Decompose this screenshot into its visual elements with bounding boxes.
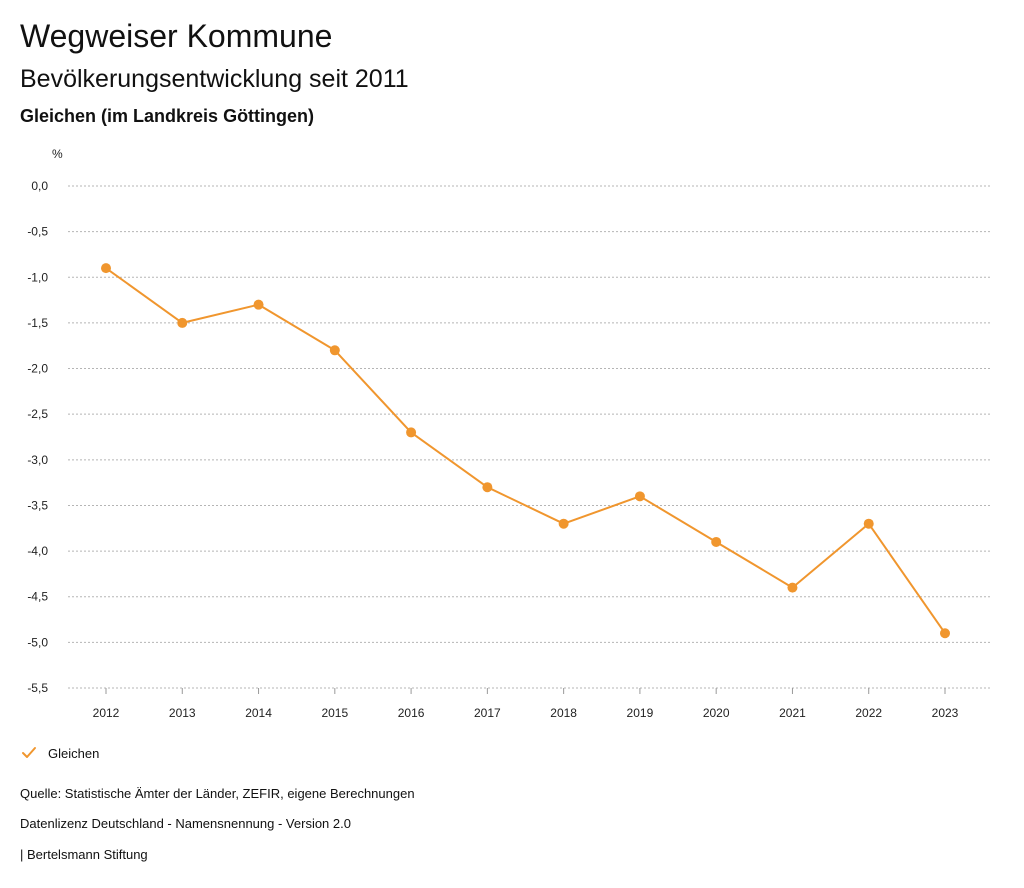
data-point[interactable] bbox=[101, 263, 111, 274]
x-tick-label: 2021 bbox=[779, 706, 806, 720]
y-tick-label: -0,5 bbox=[27, 225, 48, 239]
x-tick-label: 2012 bbox=[93, 706, 120, 720]
line-chart: % 0,0 -0,5 -1,0 -1,5 -2,0 -2,5 -3,0 -3,5 -4,0 -4,5… bbox=[27, 147, 990, 720]
x-tick-label: 2016 bbox=[398, 706, 425, 720]
legend-item-gleichen[interactable]: Gleichen bbox=[20, 744, 99, 762]
x-tick-label: 2014 bbox=[245, 706, 272, 720]
data-point[interactable] bbox=[787, 582, 798, 593]
x-tick-label: 2023 bbox=[932, 706, 959, 720]
x-tick-label: 2015 bbox=[321, 706, 348, 720]
chart-subtitle: Bevölkerungsentwicklung seit 2011 bbox=[20, 65, 409, 93]
data-point[interactable] bbox=[406, 427, 417, 438]
data-point[interactable] bbox=[940, 628, 950, 639]
y-tick-label: -3,5 bbox=[27, 498, 48, 512]
data-point[interactable] bbox=[558, 518, 569, 529]
region-label: Gleichen (im Landkreis Göttingen) bbox=[20, 106, 315, 126]
x-tick-label: 2022 bbox=[855, 706, 882, 720]
y-tick-label: -1,0 bbox=[27, 270, 48, 284]
publisher-note: | Bertelsmann Stiftung bbox=[20, 847, 148, 862]
data-point[interactable] bbox=[329, 345, 340, 356]
y-tick-label: -3,0 bbox=[27, 453, 48, 467]
y-tick-label: -2,5 bbox=[27, 407, 48, 421]
y-tick-label: -5,5 bbox=[27, 681, 48, 695]
check-icon bbox=[22, 747, 36, 758]
license-note: Datenlizenz Deutschland - Namensnennung … bbox=[20, 816, 351, 831]
y-tick-label: 0,0 bbox=[31, 179, 48, 193]
data-point[interactable] bbox=[863, 518, 874, 529]
data-point[interactable] bbox=[253, 299, 264, 310]
y-tick-label: -4,0 bbox=[27, 544, 48, 558]
y-tick-label: -1,5 bbox=[27, 316, 48, 330]
y-tick-label: -2,0 bbox=[27, 362, 48, 376]
x-tick-label: 2019 bbox=[627, 706, 654, 720]
data-point[interactable] bbox=[177, 317, 188, 328]
x-tick-label: 2013 bbox=[169, 706, 196, 720]
legend-label: Gleichen bbox=[48, 745, 100, 761]
series-line-gleichen bbox=[105, 267, 946, 634]
data-point[interactable] bbox=[711, 536, 722, 547]
y-tick-label: -5,0 bbox=[27, 635, 48, 649]
x-tick-label: 2020 bbox=[703, 706, 730, 720]
x-tick-label: 2018 bbox=[550, 706, 577, 720]
y-axis-unit: % bbox=[52, 147, 63, 161]
data-point[interactable] bbox=[482, 482, 493, 493]
data-point[interactable] bbox=[634, 491, 645, 502]
page-title: Wegweiser Kommune bbox=[20, 18, 333, 54]
x-tick-label: 2017 bbox=[474, 706, 501, 720]
source-note: Quelle: Statistische Ämter der Länder, Z… bbox=[20, 786, 415, 801]
y-tick-label: -4,5 bbox=[27, 590, 48, 604]
